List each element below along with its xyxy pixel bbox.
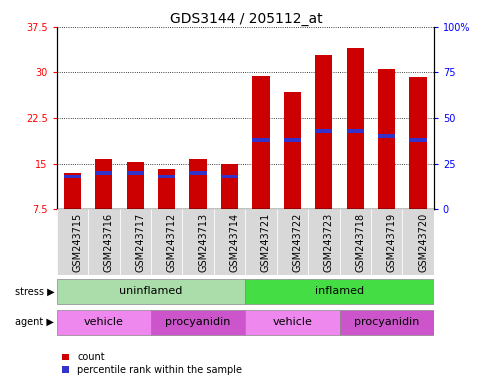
Bar [158,175,176,178]
Bar [347,48,364,209]
Bar [245,209,277,275]
Bar [127,171,144,175]
Bar [284,92,301,209]
Bar [410,77,427,209]
Text: GSM243720: GSM243720 [418,213,428,272]
Bar [221,175,238,178]
Bar [158,169,176,209]
Bar [277,209,308,275]
Text: GSM243713: GSM243713 [198,213,208,271]
Text: GSM243717: GSM243717 [135,213,145,272]
Text: stress ▶: stress ▶ [15,286,54,296]
Bar [245,279,434,304]
Text: procyanidin: procyanidin [166,317,231,327]
Bar [182,209,214,275]
Text: GSM243722: GSM243722 [292,213,302,272]
Bar [308,209,340,275]
Bar [57,310,151,334]
Text: vehicle: vehicle [273,317,313,327]
Bar [284,138,301,142]
Bar [378,70,395,209]
Bar [252,76,270,209]
Bar [252,138,270,142]
Bar [340,209,371,275]
Bar [151,209,182,275]
Bar [95,171,112,175]
Bar [119,209,151,275]
Bar [127,162,144,209]
Text: procyanidin: procyanidin [354,317,420,327]
Bar [347,129,364,133]
Text: GSM243723: GSM243723 [324,213,334,272]
Bar [340,310,434,334]
Text: vehicle: vehicle [84,317,124,327]
Text: GSM243712: GSM243712 [167,213,176,272]
Text: GSM243718: GSM243718 [355,213,365,271]
Bar [57,209,88,275]
Text: uninflamed: uninflamed [119,286,183,296]
Bar [57,279,245,304]
Bar [189,171,207,175]
Bar [315,129,332,133]
Text: GSM243716: GSM243716 [104,213,114,271]
Bar [315,55,332,209]
Bar [64,175,81,178]
Bar [378,134,395,138]
Bar [151,310,245,334]
Text: inflamed: inflamed [315,286,364,296]
Bar [88,209,119,275]
Bar [189,159,207,209]
Text: GSM243721: GSM243721 [261,213,271,272]
Text: GSM243714: GSM243714 [230,213,240,271]
Bar [371,209,402,275]
Text: GDS3144 / 205112_at: GDS3144 / 205112_at [170,12,323,25]
Bar [95,159,112,209]
Bar [410,138,427,142]
Legend: count, percentile rank within the sample: count, percentile rank within the sample [62,353,242,375]
Bar [245,310,340,334]
Bar [221,164,238,209]
Text: agent ▶: agent ▶ [15,317,54,327]
Text: GSM243719: GSM243719 [387,213,397,271]
Text: GSM243715: GSM243715 [72,213,82,272]
Bar [64,173,81,209]
Bar [214,209,246,275]
Bar [402,209,434,275]
